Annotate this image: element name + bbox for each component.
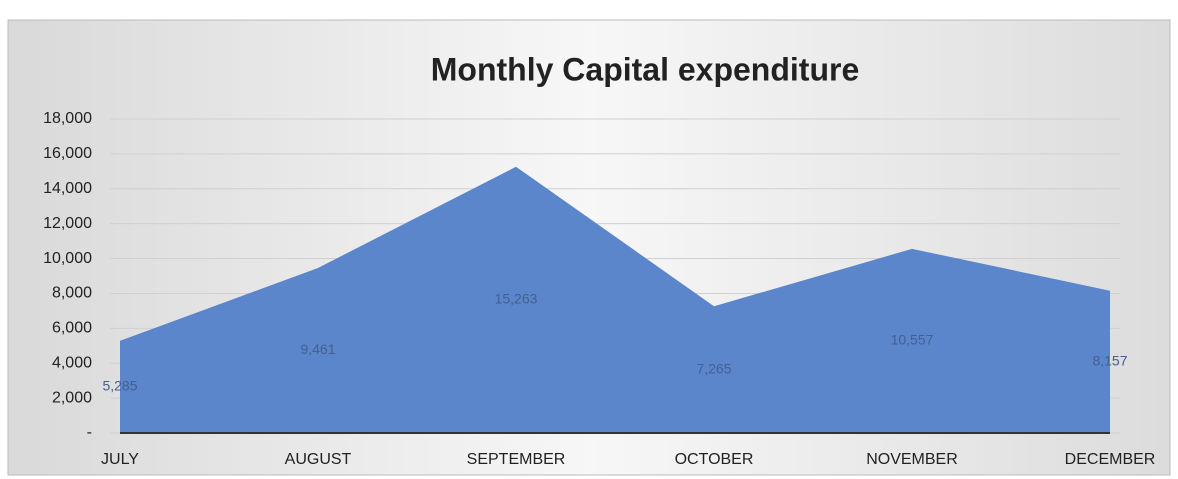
value-label: 7,265 bbox=[696, 360, 731, 376]
y-tick-label: 14,000 bbox=[43, 180, 92, 197]
y-tick-label: 12,000 bbox=[43, 215, 92, 232]
x-tick-label: JULY bbox=[101, 451, 139, 468]
x-tick-label: NOVEMBER bbox=[866, 451, 958, 468]
value-label: 9,461 bbox=[300, 341, 335, 357]
value-label: 15,263 bbox=[495, 291, 538, 307]
value-label: 5,285 bbox=[102, 378, 137, 394]
y-tick-label: 2,000 bbox=[52, 389, 92, 406]
x-tick-label: DECEMBER bbox=[1065, 451, 1156, 468]
value-label: 10,557 bbox=[891, 332, 934, 348]
value-label: 8,157 bbox=[1092, 353, 1127, 369]
y-tick-label: 4,000 bbox=[52, 354, 92, 371]
y-tick-label: 10,000 bbox=[43, 250, 92, 267]
x-tick-label: AUGUST bbox=[285, 451, 352, 468]
y-tick-label: 6,000 bbox=[52, 320, 92, 337]
chart-title: Monthly Capital expenditure bbox=[431, 51, 859, 87]
area bbox=[120, 166, 1110, 434]
x-tick-label: OCTOBER bbox=[675, 451, 754, 468]
x-tick-label: SEPTEMBER bbox=[467, 451, 566, 468]
y-tick-label: 18,000 bbox=[43, 110, 92, 127]
y-tick-label: 8,000 bbox=[52, 285, 92, 302]
y-tick-label: 16,000 bbox=[43, 145, 92, 162]
y-tick-label: - bbox=[87, 424, 92, 441]
